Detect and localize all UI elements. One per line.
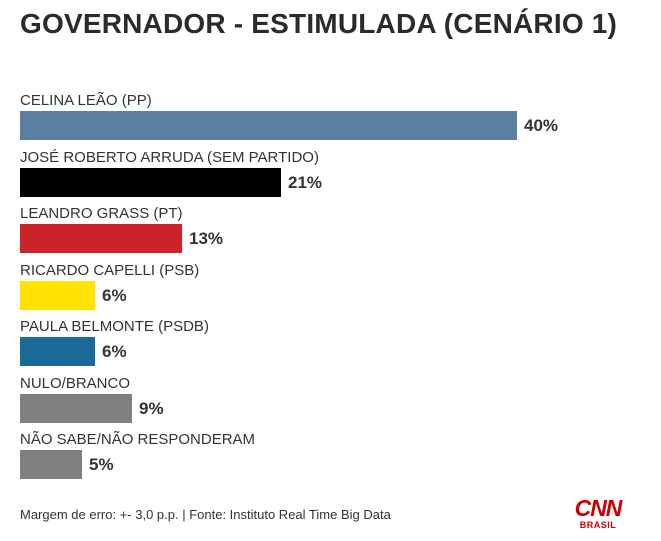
bar-value-label: 21% — [288, 172, 323, 192]
bar — [20, 337, 95, 366]
bar-value-label: 40% — [524, 116, 559, 135]
chart-title: GOVERNADOR - ESTIMULADA (CENÁRIO 1) — [20, 8, 618, 39]
category-label: NULO/BRANCO — [20, 374, 131, 392]
category-label: CELINA LEÃO (PP) — [20, 92, 152, 109]
footer-source: Margem de erro: +- 3,0 p.p. | Fonte: Ins… — [20, 507, 391, 522]
bar — [20, 224, 182, 253]
bar-row: PAULA BELMONTE (PSDB) 6% — [20, 318, 640, 374]
bar-value-label: 5% — [89, 455, 114, 474]
bar-row: LEANDRO GRASS (PT) 13% — [20, 205, 640, 261]
bar-row: JOSÉ ROBERTO ARRUDA (SEM PARTIDO) 21% — [20, 149, 640, 205]
cnn-brasil-logo: CNN BRASIL — [572, 496, 624, 532]
category-label: LEANDRO GRASS (PT) — [20, 205, 183, 222]
bar-row: CELINA LEÃO (PP) 40% — [20, 92, 640, 148]
bar-row: NULO/BRANCO 9% — [20, 375, 640, 431]
bar — [20, 450, 82, 479]
logo-wordmark: CNN — [574, 495, 623, 521]
category-label: RICARDO CAPELLI (PSB) — [20, 261, 200, 279]
bar — [20, 280, 95, 310]
bar-value-label: 6% — [102, 285, 127, 305]
bar-value-label: 6% — [102, 342, 127, 361]
bar — [20, 167, 281, 197]
bar — [20, 393, 132, 423]
logo-subtitle: BRASIL — [579, 520, 617, 530]
bar-row: NÃO SABE/NÃO RESPONDERAM 5% — [20, 431, 640, 487]
bar-value-label: 13% — [189, 229, 224, 248]
bar — [20, 111, 517, 140]
category-label: JOSÉ ROBERTO ARRUDA (SEM PARTIDO) — [20, 148, 319, 166]
category-label: NÃO SABE/NÃO RESPONDERAM — [20, 431, 256, 448]
bar-value-label: 9% — [139, 398, 164, 418]
bar-row: RICARDO CAPELLI (PSB) 6% — [20, 262, 640, 318]
category-label: PAULA BELMONTE (PSDB) — [20, 318, 209, 335]
